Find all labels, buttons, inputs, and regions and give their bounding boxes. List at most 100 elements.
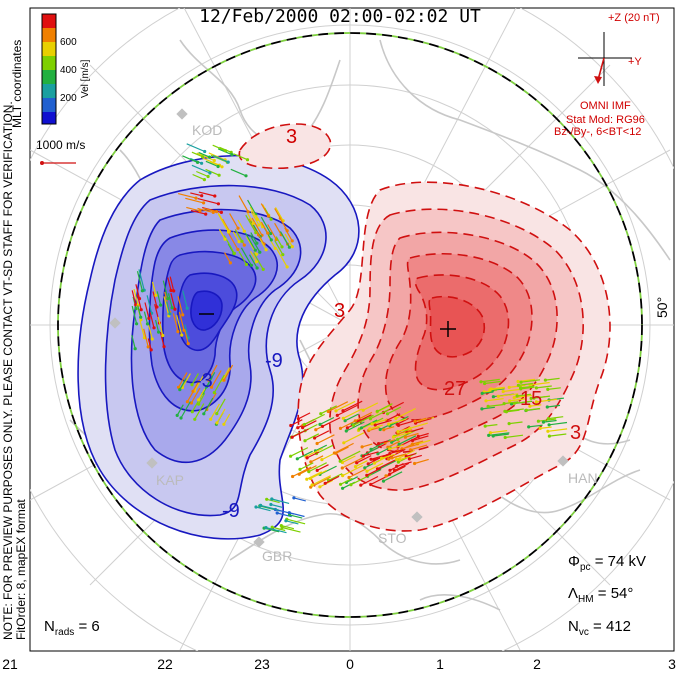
velocity-vector-origin (519, 386, 523, 390)
lambda-sub: HM (578, 594, 594, 605)
velocity-vector-origin (302, 422, 307, 427)
velocity-vector-origin (228, 261, 232, 265)
velocity-vector-origin (345, 426, 349, 430)
velocity-vector (310, 455, 324, 463)
velocity-vector-origin (178, 388, 182, 392)
velocity-vector-origin (338, 459, 342, 463)
velocity-vector-origin (213, 194, 217, 198)
velocity-vector (492, 388, 505, 391)
velocity-vector-origin (179, 416, 183, 420)
velocity-vector-origin (212, 391, 216, 395)
mlt-tick: 21 (2, 656, 18, 672)
velocity-vector-origin (516, 383, 521, 387)
velocity-vector (381, 453, 396, 459)
velocity-vector-origin (538, 426, 542, 430)
velocity-vector-origin (487, 433, 491, 437)
velocity-vector (383, 471, 403, 482)
velocity-vector (372, 418, 388, 425)
velocity-vector-origin (173, 307, 177, 311)
velocity-vector-origin (334, 409, 338, 413)
velocity-vector-origin (355, 461, 359, 465)
velocity-vector (335, 446, 349, 454)
phi-sub: pc (579, 562, 591, 573)
velocity-vector (409, 454, 422, 460)
velocity-vector (304, 433, 320, 442)
velocity-vector (310, 469, 327, 480)
velocity-vector (276, 248, 288, 268)
velocity-vector-origin (305, 456, 309, 460)
velocity-vector (274, 208, 281, 219)
velocity-vector (414, 417, 427, 422)
imf-z-label: +Z (20 nT) (608, 12, 660, 24)
velocity-vector-origin (202, 178, 206, 182)
velocity-vector (264, 207, 272, 220)
velocity-vector-origin (176, 330, 180, 334)
velocity-vector (249, 234, 261, 253)
velocity-vector-origin (185, 306, 189, 310)
velocity-vector-origin (264, 526, 268, 530)
velocity-vector (290, 447, 309, 457)
velocity-vector (147, 338, 152, 351)
contour-label: 3 (286, 126, 298, 148)
velocity-vector (265, 527, 287, 534)
site-label-han: HAN (568, 470, 598, 486)
velocity-vector-origin (365, 473, 369, 477)
velocity-vector (229, 213, 239, 229)
velocity-vector (514, 400, 532, 404)
velocity-vector (316, 434, 335, 445)
velocity-vector (272, 526, 286, 532)
velocity-vector (379, 422, 394, 431)
velocity-vector (274, 240, 284, 255)
velocity-vector (533, 395, 551, 399)
velocity-vector (136, 271, 143, 291)
vector-count: Nvc = 412 (568, 618, 631, 638)
velocity-vector (281, 525, 295, 530)
velocity-vector (196, 152, 215, 162)
velocity-vector (182, 155, 198, 163)
nvc-value: = 412 (593, 618, 631, 635)
velocity-vector-origin (202, 201, 206, 205)
velocity-vector-origin (501, 389, 505, 394)
velocity-vector (319, 416, 335, 425)
velocity-vector (207, 364, 218, 381)
colorbar-tick-200: 200 (60, 93, 77, 104)
velocity-vector (389, 444, 404, 450)
velocity-vector-origin (291, 474, 295, 479)
velocity-vector-origin (219, 210, 223, 214)
velocity-vector-origin (366, 462, 370, 466)
contour-label: 15 (520, 388, 543, 410)
velocity-vector-origin (217, 173, 221, 177)
velocity-vector (362, 402, 379, 411)
velocity-vector (334, 442, 354, 454)
velocity-vector (284, 233, 293, 247)
velocity-vector (203, 397, 214, 415)
velocity-vector-origin (351, 423, 355, 427)
velocity-vector-origin (388, 452, 392, 456)
velocity-vector (181, 373, 191, 388)
velocity-vector (192, 173, 205, 181)
velocity-vector (151, 281, 157, 296)
velocity-vector (233, 153, 248, 161)
velocity-vector (177, 193, 197, 199)
velocity-vector (291, 428, 309, 438)
velocity-vector-origin (504, 410, 508, 414)
velocity-vector (412, 435, 429, 442)
scale-arrow-label: 1000 m/s (36, 138, 86, 152)
velocity-vector (186, 390, 195, 402)
velocity-vector-origin (287, 245, 291, 249)
velocity-vector-origin (546, 417, 551, 421)
velocity-vector-origin (269, 502, 273, 507)
velocity-vector (260, 216, 272, 234)
velocity-vector (230, 168, 247, 177)
velocity-vector-origin (215, 421, 219, 425)
velocity-vector (399, 455, 411, 461)
velocity-vector-origin (377, 442, 381, 446)
velocity-vector (266, 498, 280, 504)
velocity-vector-origin (491, 395, 495, 399)
velocity-vector-origin (508, 399, 512, 403)
velocity-vector (375, 419, 392, 426)
contour-label: 3 (570, 422, 582, 444)
velocity-vector-origin (394, 457, 399, 461)
velocity-vector (543, 419, 557, 423)
contour-red-6 (428, 295, 486, 358)
